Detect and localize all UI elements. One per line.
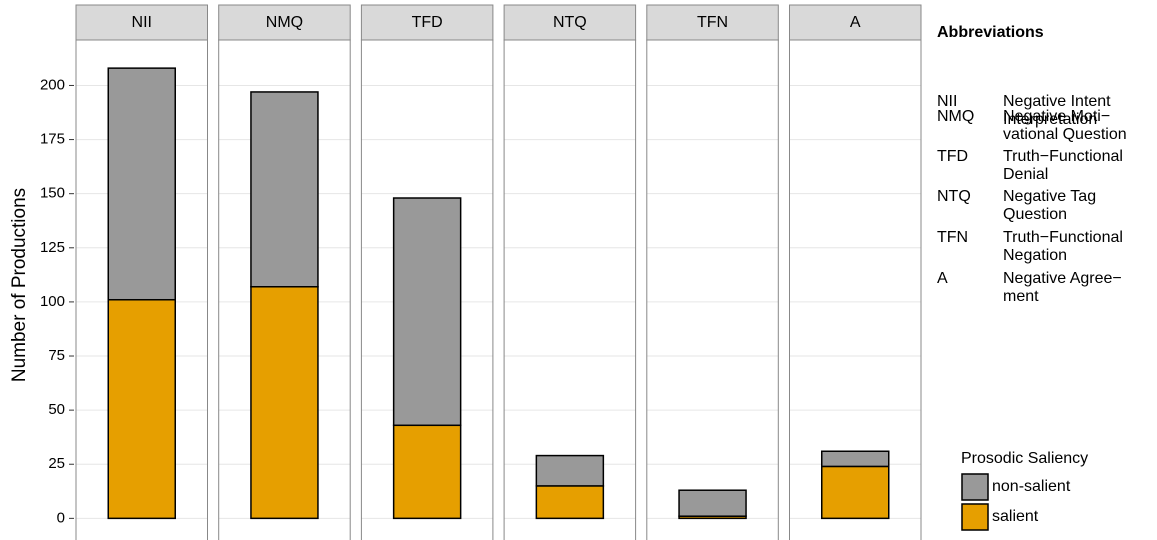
legend-title: Prosodic Saliency	[961, 450, 1088, 467]
y-axis-label: Number of Productions	[9, 188, 30, 382]
abbreviation-code: TFD	[937, 148, 968, 165]
bar-segment	[392, 424, 462, 520]
y-tick-label: 125	[40, 239, 65, 256]
y-tick-label: 75	[48, 347, 65, 364]
abbreviation-text: Truth−Functional	[1003, 229, 1123, 246]
bar-segment	[678, 489, 747, 517]
facet-strip	[75, 4, 208, 41]
bar-segment	[107, 67, 176, 301]
y-tick-label: 175	[40, 131, 65, 148]
abbreviation-code: NII	[937, 93, 957, 110]
facet-label: A	[850, 14, 861, 31]
facet-label: NII	[132, 14, 152, 31]
facet-strip	[789, 4, 922, 41]
bar-segment	[392, 197, 462, 427]
abbreviation-text: Truth−Functional	[1003, 148, 1123, 165]
y-tick-label: 200	[40, 76, 65, 93]
abbreviation-code: NTQ	[937, 188, 971, 205]
facet-label: TFD	[412, 14, 443, 31]
abbreviation-text: Negative Agree−	[1003, 270, 1122, 287]
abbreviation-text: Negation	[1003, 247, 1067, 264]
abbreviation-text: vational Question	[1003, 126, 1127, 143]
bar-segment	[535, 454, 605, 487]
legend-label: salient	[992, 508, 1039, 525]
abbreviation-text: Interpretation	[1003, 111, 1097, 128]
abbreviation-text: Question	[1003, 206, 1067, 223]
bar-segment	[250, 286, 319, 520]
abbreviations-title: Abbreviations	[937, 24, 1044, 41]
abbreviation-code: TFN	[937, 229, 968, 246]
bar-segment	[821, 465, 890, 520]
legend-label: non-salient	[992, 478, 1071, 495]
legend-key	[961, 503, 989, 531]
y-tick-label: 50	[48, 401, 65, 418]
bar-segment	[535, 485, 605, 520]
abbreviation-text: ment	[1003, 288, 1039, 305]
bar-segment	[107, 298, 176, 520]
bar-segment	[821, 450, 890, 468]
y-tick-label: 150	[40, 185, 65, 202]
abbreviation-code: NMQ	[937, 108, 974, 125]
facet-label: NTQ	[553, 14, 587, 31]
y-tick-label: 25	[48, 455, 65, 472]
facet-label: TFN	[697, 14, 728, 31]
abbreviation-text: Negative Intent	[1003, 93, 1111, 110]
abbreviation-text: Negative Tag	[1003, 188, 1096, 205]
facet-strip	[360, 4, 494, 41]
facet-strip	[218, 4, 351, 41]
facet-strip	[503, 4, 637, 41]
facet-strip	[646, 4, 779, 41]
abbreviation-text: Denial	[1003, 166, 1048, 183]
abbreviation-text: Negative Moti−	[1003, 108, 1110, 125]
abbreviation-code: A	[937, 270, 948, 287]
legend-key	[961, 473, 989, 501]
facet-label: NMQ	[266, 14, 303, 31]
y-tick-label: 0	[57, 509, 65, 526]
bar-segment	[250, 91, 319, 288]
panel-background	[646, 40, 779, 540]
y-tick-label: 100	[40, 293, 65, 310]
